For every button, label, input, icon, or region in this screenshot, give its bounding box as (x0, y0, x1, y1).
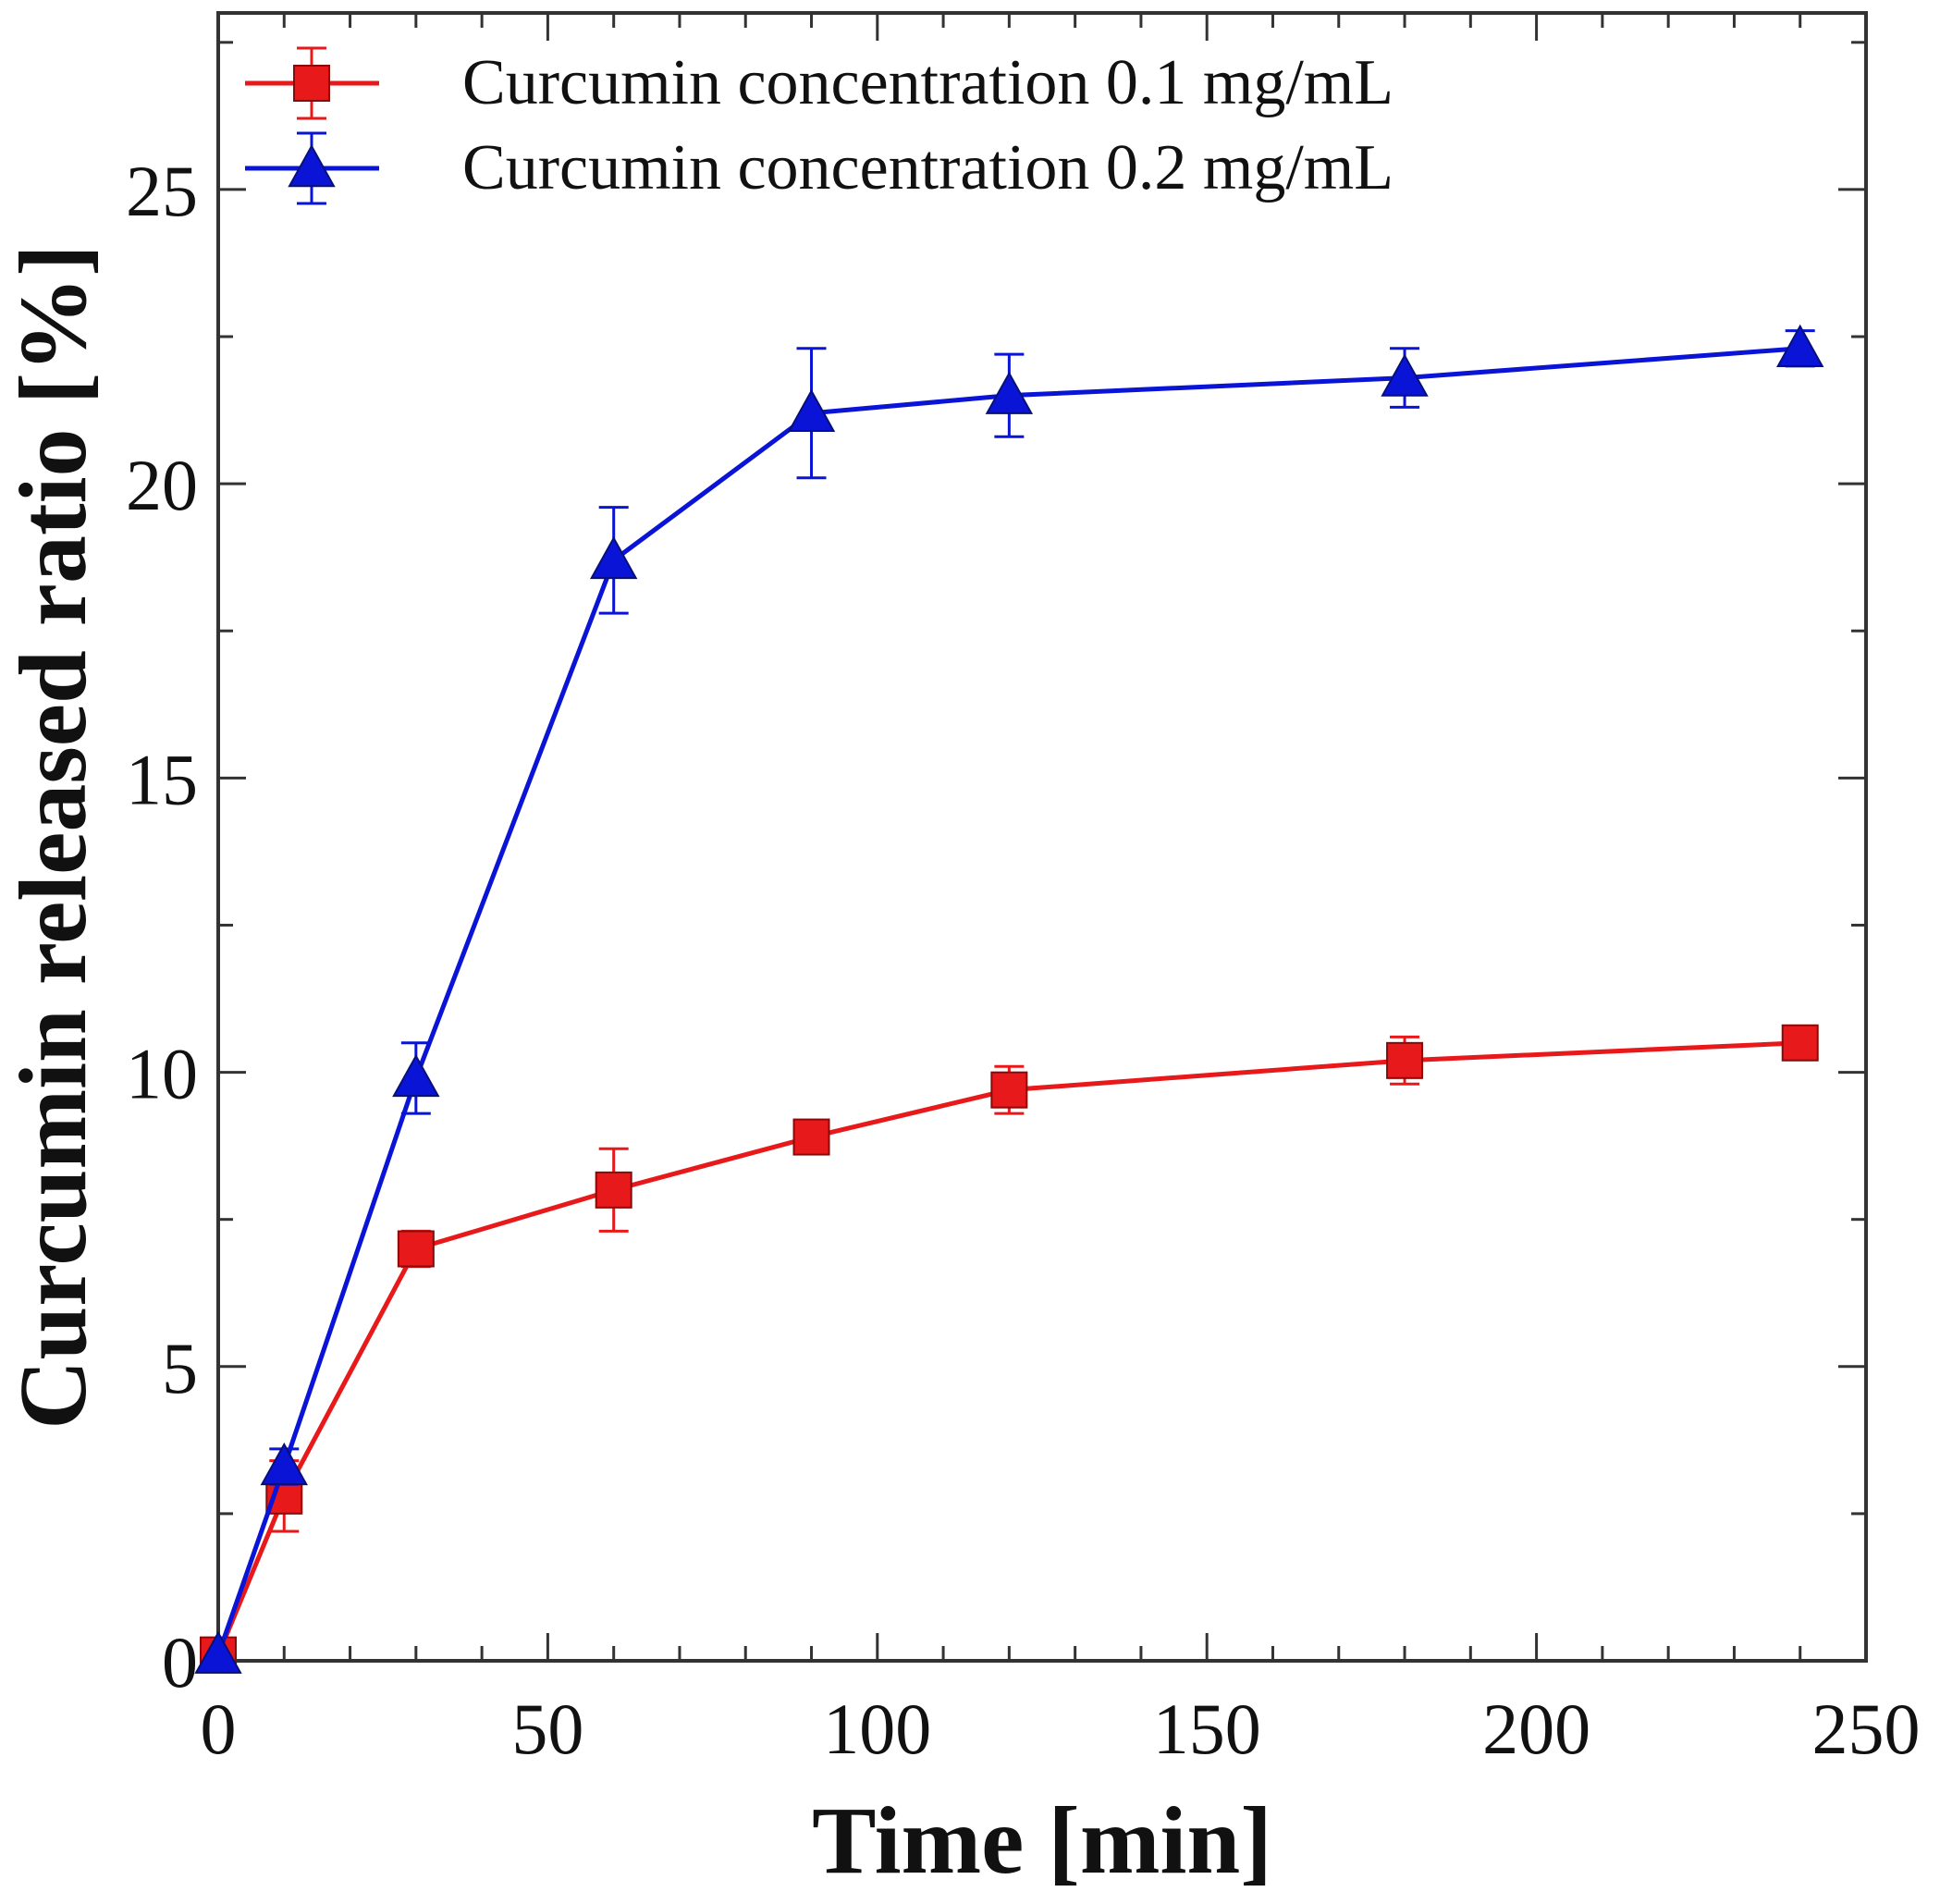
data-point (1776, 324, 1824, 367)
y-tick-label: 15 (126, 739, 198, 819)
x-tick-label: 250 (1812, 1689, 1921, 1769)
data-point (194, 1630, 242, 1674)
data-point (1381, 353, 1429, 397)
legend: Curcumin concentration 0.1 mg/mL Curcumi… (245, 46, 1394, 205)
legend-label-series-2: Curcumin concentration 0.2 mg/mL (462, 132, 1394, 203)
data-point (792, 1118, 830, 1156)
x-tick-label: 200 (1482, 1689, 1590, 1769)
axis-ticks (216, 13, 1868, 1663)
y-tick-label: 25 (126, 151, 198, 231)
x-tick-label: 50 (511, 1689, 583, 1769)
legend-marker (288, 143, 336, 188)
series-2 (194, 324, 1824, 1674)
x-tick-label: 0 (201, 1689, 237, 1769)
data-point (392, 1053, 440, 1098)
series-layer (194, 324, 1824, 1674)
data-point (260, 1442, 308, 1486)
data-point (397, 1230, 435, 1268)
y-tick-label: 5 (162, 1328, 198, 1408)
legend-item-series-2: Curcumin concentration 0.2 mg/mL (245, 131, 1394, 205)
y-axis-title: Curcumin released ratio [%] (0, 244, 106, 1430)
legend-item-series-1: Curcumin concentration 0.1 mg/mL (245, 46, 1394, 120)
series-1 (200, 1024, 1819, 1674)
data-point (1781, 1024, 1819, 1062)
plot-frame (216, 11, 1868, 1663)
axis-tick-labels: 0 50 100 150 200 250 0 5 10 15 20 25 (126, 151, 1921, 1769)
data-point (990, 1071, 1028, 1109)
legend-label-series-1: Curcumin concentration 0.1 mg/mL (462, 47, 1394, 118)
data-point (595, 1171, 632, 1209)
y-tick-label: 10 (126, 1034, 198, 1114)
x-tick-label: 100 (823, 1689, 931, 1769)
legend-sample-series-1 (245, 46, 379, 120)
data-point (589, 535, 638, 580)
legend-sample-series-2 (245, 131, 379, 205)
legend-marker (293, 65, 330, 102)
series-line (215, 346, 1800, 1656)
x-axis-title: Time [min] (812, 1787, 1272, 1894)
data-point (787, 388, 836, 432)
y-tick-label: 20 (126, 445, 198, 525)
data-point (1386, 1041, 1424, 1079)
x-tick-label: 150 (1153, 1689, 1261, 1769)
data-point (985, 371, 1034, 414)
series-line (215, 1040, 1800, 1656)
y-tick-label: 0 (162, 1622, 198, 1702)
